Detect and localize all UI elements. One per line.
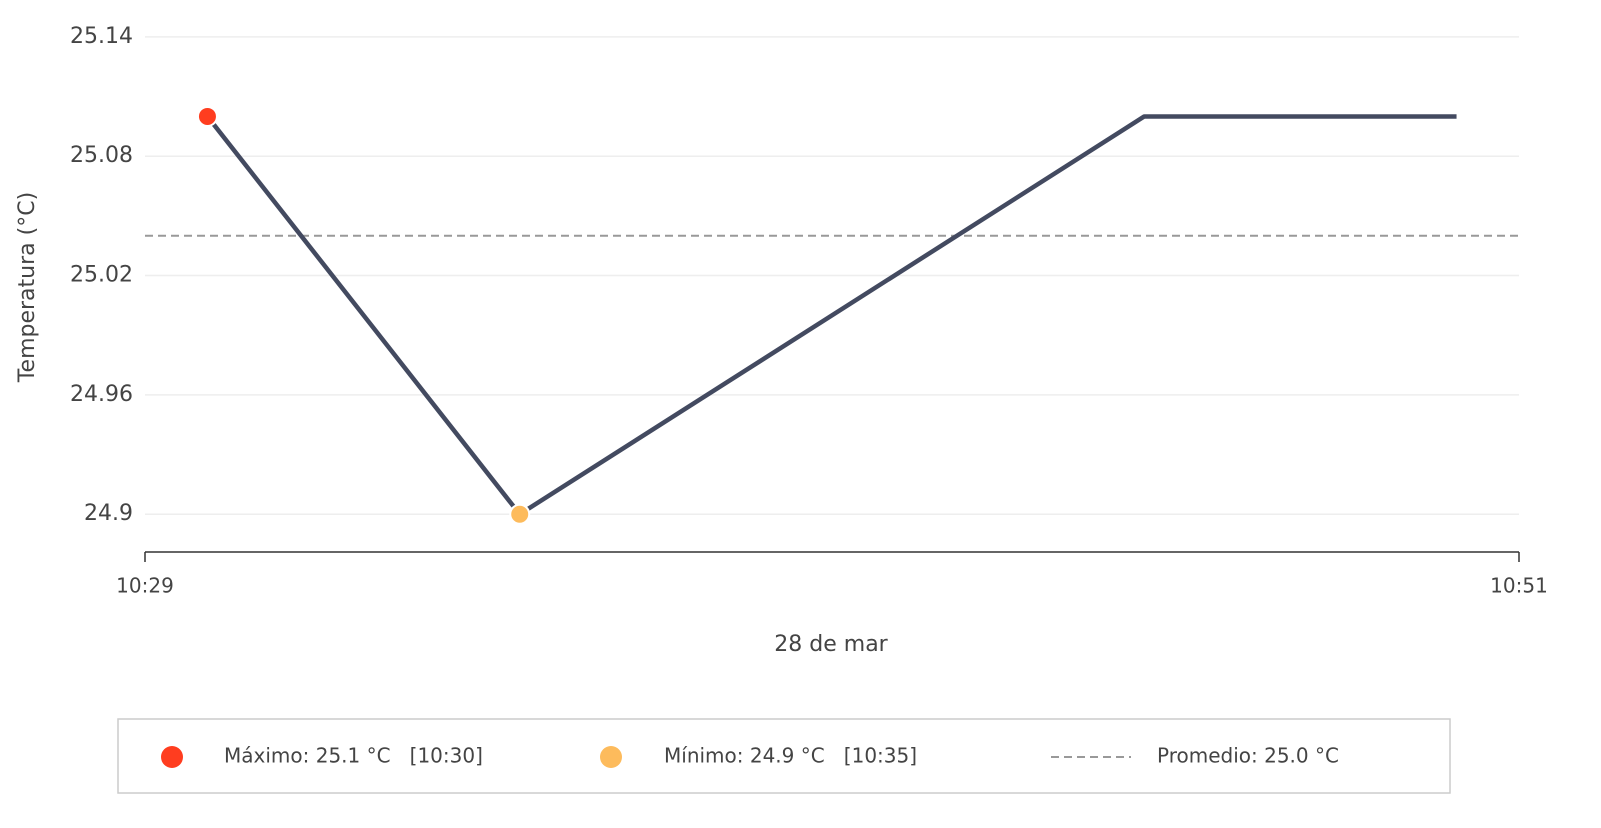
legend-label: Promedio: 25.0 °C xyxy=(1157,744,1339,768)
min-marker xyxy=(509,503,531,525)
x-axis-label: 28 de mar xyxy=(774,632,888,657)
x-tick-label: 10:29 xyxy=(116,574,174,598)
legend-label: Máximo: 25.1 °C [10:30] xyxy=(224,744,483,768)
y-tick-label: 24.96 xyxy=(70,382,133,407)
y-tick-label: 25.08 xyxy=(70,143,133,168)
legend-min-symbol xyxy=(600,746,622,768)
y-axis-label: Temperatura (°C) xyxy=(15,192,40,383)
y-tick-label: 24.9 xyxy=(84,501,133,526)
legend-box xyxy=(117,718,1451,794)
max-marker xyxy=(196,105,218,127)
legend-label: Mínimo: 24.9 °C [10:35] xyxy=(664,744,917,768)
x-tick-label: 10:51 xyxy=(1490,574,1548,598)
series-line xyxy=(205,114,1457,517)
legend-max-symbol xyxy=(161,746,183,768)
y-tick-label: 25.02 xyxy=(70,263,133,288)
y-tick-label: 25.14 xyxy=(70,24,133,49)
